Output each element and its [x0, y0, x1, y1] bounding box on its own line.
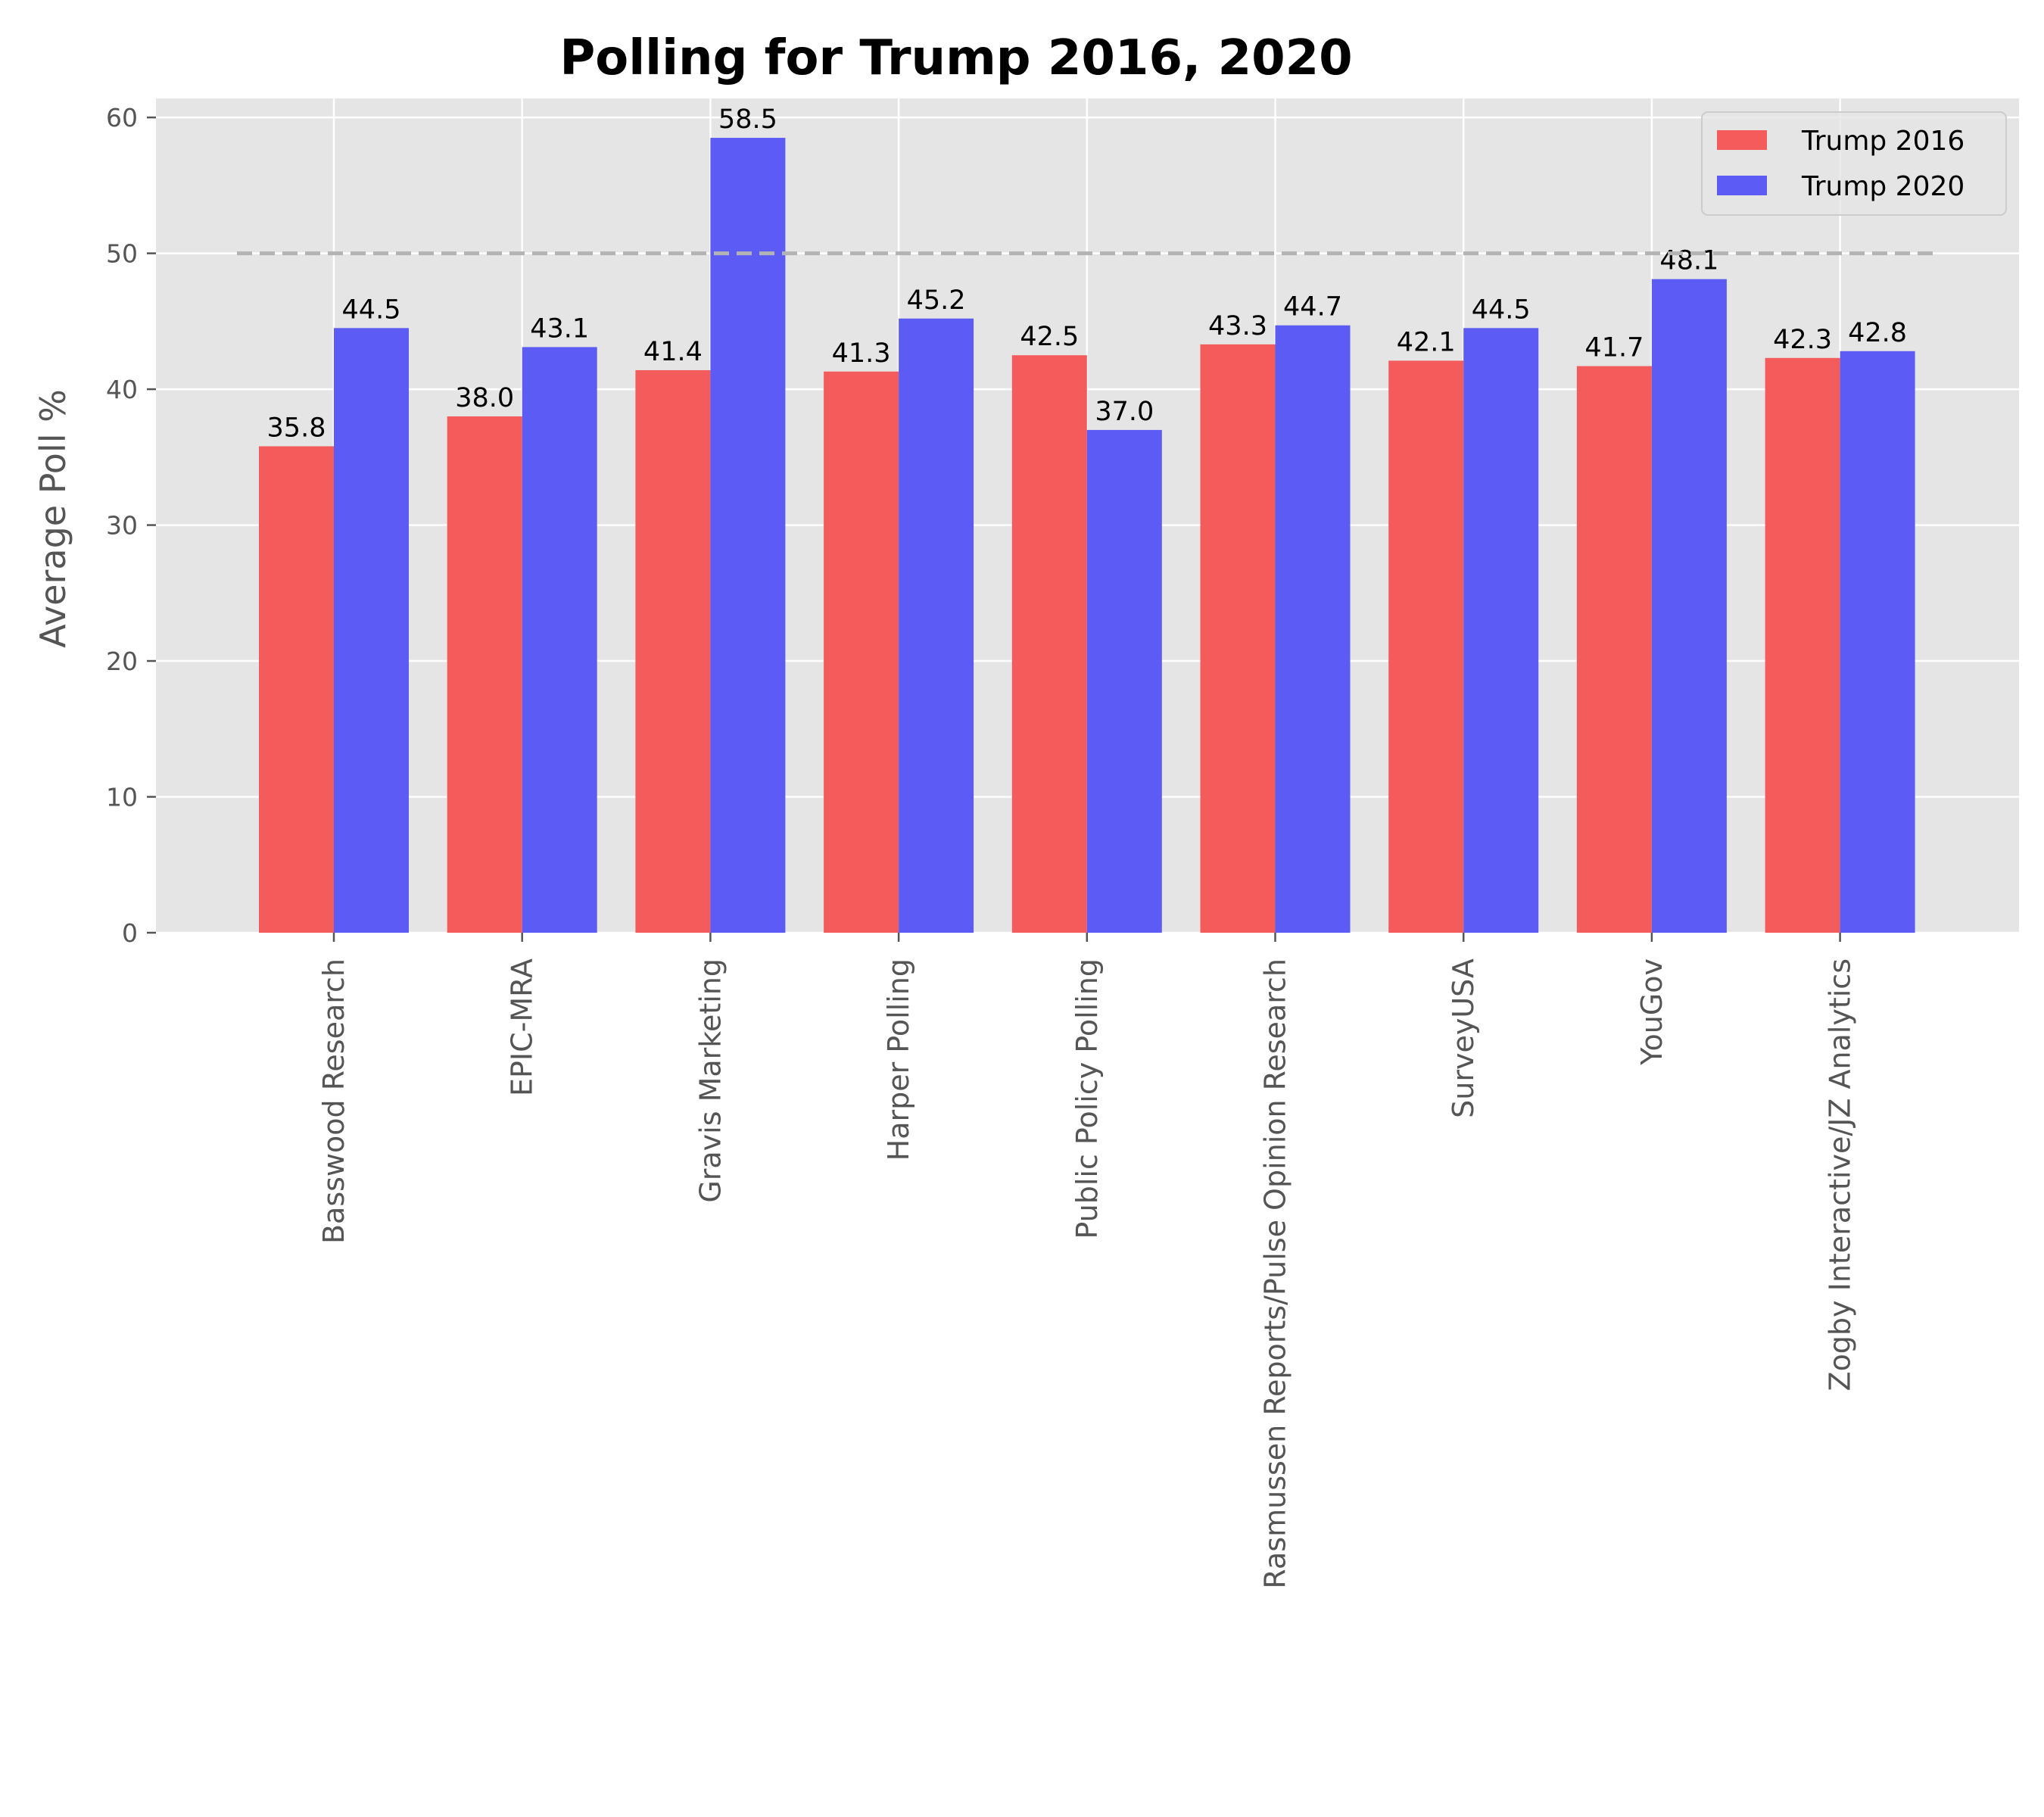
y-tick-label: 40: [106, 375, 138, 404]
y-tick-label: 20: [106, 647, 138, 676]
legend-entry: Trump 2020: [1801, 171, 1965, 202]
bar-trump-2020: [334, 328, 409, 933]
bar-trump-2016: [259, 446, 334, 933]
bar-trump-2016: [635, 369, 711, 933]
y-tick-label: 10: [106, 783, 138, 812]
bar-trump-2020: [522, 347, 597, 933]
x-tick-label: Rasmussen Reports/Pulse Opinion Research: [1259, 958, 1292, 1589]
bar-trump-2020: [1651, 279, 1727, 933]
data-label: 42.1: [1397, 327, 1456, 357]
x-tick-label: EPIC-MRA: [506, 958, 539, 1096]
y-tick-label: 0: [122, 918, 138, 948]
bar-trump-2016: [447, 416, 522, 933]
data-label: 58.5: [718, 104, 777, 135]
data-label: 41.7: [1584, 333, 1644, 363]
y-tick-label: 30: [106, 511, 138, 541]
y-tick-label: 60: [106, 103, 138, 132]
chart-title: Polling for Trump 2016, 2020: [559, 30, 1352, 86]
y-tick-label: 50: [106, 239, 138, 269]
data-label: 45.2: [907, 285, 966, 316]
bar-trump-2016: [824, 371, 899, 933]
y-axis-label: Average Poll %: [33, 389, 73, 648]
x-tick-label: SurveyUSA: [1447, 958, 1480, 1118]
bar-trump-2020: [1086, 429, 1162, 933]
bar-trump-2020: [710, 138, 786, 933]
x-tick-label: Basswood Research: [317, 958, 351, 1244]
data-label: 35.8: [267, 413, 326, 443]
bar-trump-2016: [1576, 366, 1652, 933]
data-label: 41.4: [643, 337, 703, 367]
legend-swatch: [1717, 176, 1767, 195]
bar-trump-2020: [1275, 325, 1351, 933]
x-tick-label: Gravis Marketing: [693, 958, 727, 1203]
legend-swatch: [1717, 130, 1767, 150]
x-tick-label: Zogby Interactive/JZ Analytics: [1824, 958, 1857, 1391]
bar-trump-2020: [899, 318, 974, 933]
x-tick-label: YouGov: [1635, 958, 1669, 1066]
data-label: 41.3: [832, 338, 891, 369]
data-label: 44.5: [1472, 295, 1531, 325]
data-label: 44.7: [1283, 292, 1342, 323]
legend-box: [1701, 111, 2007, 216]
bar-trump-2016: [1200, 344, 1276, 933]
data-label: 42.8: [1848, 318, 1907, 348]
bar-trump-2016: [1765, 357, 1840, 933]
data-label: 42.3: [1773, 325, 1832, 355]
data-label: 37.0: [1095, 397, 1154, 427]
legend-entry: Trump 2016: [1801, 126, 1965, 157]
data-label: 42.5: [1020, 322, 1079, 352]
data-label: 43.3: [1208, 311, 1267, 341]
bar-trump-2020: [1463, 328, 1539, 933]
data-label: 43.1: [530, 313, 589, 344]
data-label: 48.1: [1659, 246, 1718, 276]
data-label: 44.5: [342, 295, 401, 325]
bar-trump-2016: [1011, 355, 1087, 933]
bar-trump-2020: [1840, 351, 1915, 933]
x-tick-label: Public Policy Polling: [1070, 958, 1104, 1239]
data-label: 38.0: [455, 383, 514, 413]
x-tick-label: Harper Polling: [882, 958, 915, 1161]
bar-trump-2016: [1388, 360, 1464, 933]
